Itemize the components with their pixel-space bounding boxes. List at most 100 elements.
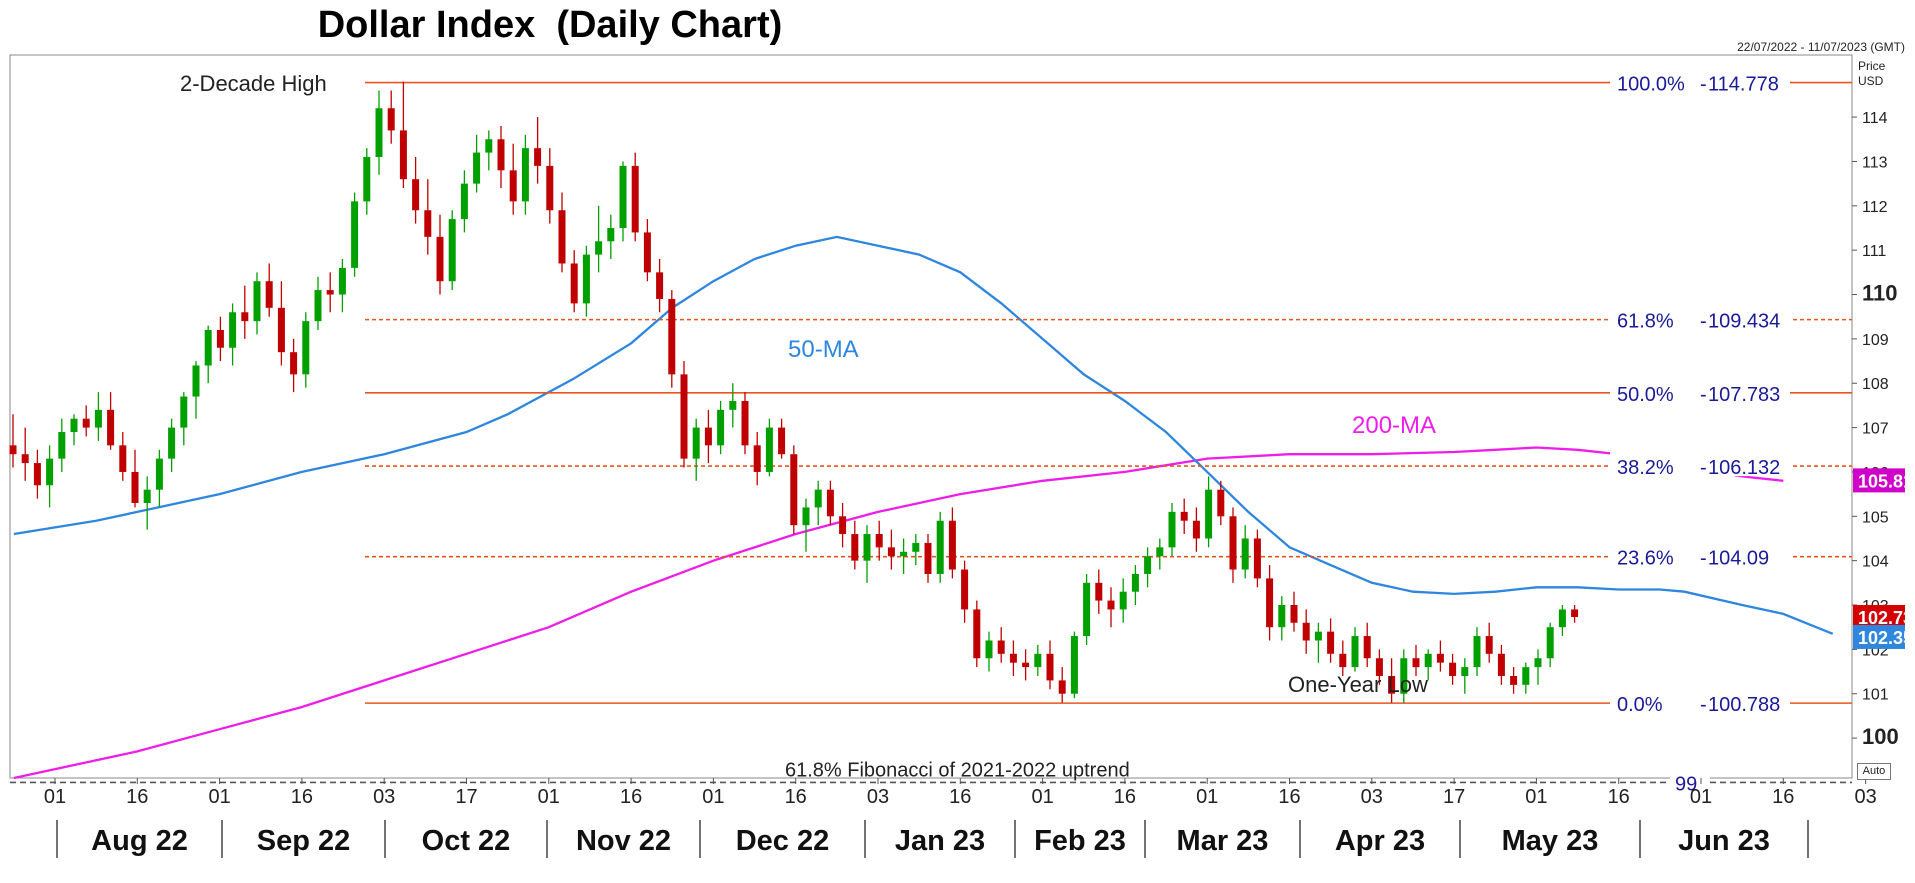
candle-body — [387, 108, 395, 131]
candle-body — [70, 418, 78, 433]
fib-pct-label: 0.0% — [1617, 694, 1663, 716]
x-tick-label: 17 — [455, 786, 477, 808]
candle-body — [204, 330, 212, 366]
candle-body — [375, 108, 383, 158]
fib-pct-label: 100.0% — [1617, 74, 1685, 96]
fib-dash: - — [1700, 548, 1707, 570]
x-tick-label: 01 — [208, 786, 230, 808]
candle-body — [1485, 636, 1493, 654]
candle-body — [241, 312, 249, 322]
candle-body — [509, 170, 517, 202]
candle-body — [460, 183, 468, 220]
month-label: Feb 23 — [1034, 825, 1126, 857]
fib-value-label: 106.132 — [1708, 457, 1780, 479]
x-tick-label: 01 — [538, 786, 560, 808]
candle-body — [1449, 662, 1457, 676]
candle-body — [326, 290, 334, 295]
candle-body — [1034, 653, 1042, 668]
candle-body — [1473, 636, 1481, 668]
candle-body — [924, 542, 932, 574]
candle-body — [900, 551, 908, 557]
candle-body — [216, 330, 224, 348]
candle-body — [1107, 600, 1115, 610]
candle-body — [582, 254, 590, 304]
candle-body — [1558, 609, 1566, 628]
candle-body — [1058, 680, 1066, 694]
candle-body — [1192, 520, 1200, 539]
candle-body — [302, 321, 310, 375]
annotation-50-ma: 50-MA — [788, 336, 859, 363]
candle-body — [668, 298, 676, 375]
last-close-badge: 102.73 — [1858, 608, 1913, 628]
candle-body — [9, 445, 17, 455]
fib-dash: - — [1700, 694, 1707, 716]
candle-body — [778, 427, 786, 455]
fib-dash: - — [1700, 74, 1707, 96]
x-tick-label: 01 — [702, 786, 724, 808]
candle-body — [1424, 653, 1432, 668]
x-tick-label: 01 — [1031, 786, 1053, 808]
candle-body — [253, 281, 261, 322]
x-tick-label: 16 — [1772, 786, 1794, 808]
candle-body — [338, 267, 346, 295]
candle-body — [424, 210, 432, 237]
candle-body — [875, 534, 883, 548]
candle-body — [1522, 667, 1530, 685]
candle-body — [1497, 653, 1505, 676]
x-tick-label: 03 — [373, 786, 395, 808]
candle-body — [741, 400, 749, 446]
candle-body — [1156, 547, 1164, 557]
candle-body — [1241, 538, 1249, 570]
unit-label: USD — [1858, 74, 1884, 88]
candle-body — [753, 445, 761, 472]
plot-border — [9, 54, 1853, 779]
candle-body — [912, 542, 920, 552]
x-tick-label: 01 — [1196, 786, 1218, 808]
candle-body — [1046, 653, 1054, 681]
candle-body — [448, 219, 456, 282]
candle-body — [1400, 658, 1408, 694]
candle-body — [1461, 667, 1469, 676]
y-tick-label: 105 — [1862, 509, 1889, 526]
candle-body — [534, 148, 542, 166]
ma50-series — [13, 235, 1834, 635]
candle-body — [1205, 489, 1213, 539]
candle-body — [973, 609, 981, 659]
candle-body — [192, 365, 200, 397]
y-tick-label: 100 — [1862, 724, 1899, 749]
candle-body — [351, 201, 359, 268]
candle-body — [1278, 605, 1286, 628]
fib-label-bg — [1610, 542, 1790, 567]
candle-body — [155, 458, 163, 490]
candle-body — [363, 157, 371, 202]
candle-body — [412, 179, 420, 211]
fib-dash: - — [1700, 311, 1707, 333]
y-tick-label: 109 — [1862, 332, 1889, 349]
fib-value-label: 114.778 — [1708, 74, 1779, 96]
candle-body — [1253, 538, 1261, 579]
candle-body — [607, 227, 615, 242]
candle-body — [1510, 675, 1518, 685]
annotation-200-ma: 200-MA — [1352, 412, 1436, 439]
month-label: Sep 22 — [257, 825, 351, 857]
candle-body — [826, 489, 834, 517]
candle-body — [1571, 609, 1579, 617]
month-label: Jan 23 — [895, 825, 985, 857]
candle-body — [399, 130, 407, 180]
candle-body — [997, 640, 1005, 654]
y-tick-label: 104 — [1862, 554, 1889, 571]
auto-scale-button[interactable]: Auto — [1857, 763, 1891, 780]
candle-body — [1119, 591, 1127, 610]
fib-pct-label: 38.2% — [1617, 457, 1674, 479]
candle-body — [948, 520, 956, 570]
candle-body — [643, 232, 651, 273]
fib-label-bg — [1610, 452, 1790, 477]
candle-body — [94, 409, 102, 428]
candle-body — [790, 454, 798, 526]
ma50-badge: 102.35 — [1858, 628, 1913, 648]
fib-label-bg — [1610, 689, 1790, 714]
candle-body — [82, 418, 90, 428]
x-tick-label: 03 — [1361, 786, 1383, 808]
fib-label-bg — [1610, 378, 1790, 403]
